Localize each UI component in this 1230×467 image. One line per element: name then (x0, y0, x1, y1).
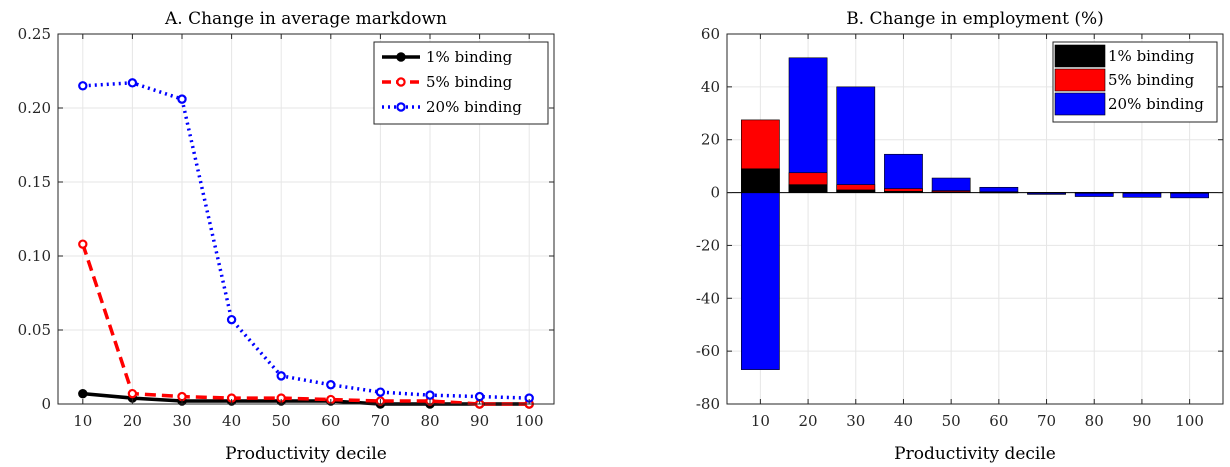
ticks-b: 10 20 30 40 50 60 70 80 90 100 -80 -60 -40 -20 0 20 40 60 (696, 25, 1223, 430)
data-point-a (127, 388, 138, 399)
legend-label-b: 1% binding (1108, 47, 1195, 65)
tick-label-x-b: 90 (1132, 412, 1151, 430)
tick-label-x-a: 90 (470, 412, 489, 430)
tick-label-x-b: 20 (799, 412, 818, 430)
legend-label-a: 20% binding (426, 98, 522, 116)
chart-panel-b: 10 20 30 40 50 60 70 80 90 100 -80 -60 -40 -20 0 20 40 60… (696, 9, 1224, 464)
tick-label-y-a: 0.25 (18, 25, 51, 43)
tick-label-x-a: 10 (73, 412, 92, 430)
legend-swatch-b (1054, 44, 1106, 68)
series-line-a (82, 81, 530, 400)
tick-label-x-a: 30 (172, 412, 191, 430)
bar (931, 177, 971, 193)
tick-label-y-a: 0.05 (18, 321, 51, 339)
chart-panel-a: 10 20 30 40 50 60 70 80 90 100 0 0.05 0.10 0.15 0.20 0.… (18, 9, 555, 464)
legend-swatch-b (1054, 92, 1106, 116)
tick-label-y-b: -80 (696, 395, 720, 413)
bar (884, 153, 923, 193)
tick-label-x-a: 70 (371, 412, 390, 430)
tick-label-y-a: 0.20 (18, 99, 51, 117)
tick-label-x-b: 70 (1037, 412, 1056, 430)
tick-label-x-a: 80 (420, 412, 439, 430)
bar (788, 184, 828, 193)
legend-label-a: 1% binding (426, 48, 513, 66)
tick-label-x-b: 100 (1175, 412, 1204, 430)
legend-label-a: 5% binding (426, 73, 513, 91)
data-point-a (226, 314, 237, 325)
data-point-a (425, 390, 435, 400)
tick-label-y-b: 0 (710, 184, 720, 202)
legend-marker-a (396, 77, 406, 87)
title-b: B. Change in employment (%) (846, 9, 1104, 29)
xlabel-a: Productivity decile (225, 444, 387, 464)
series-group-b (741, 57, 1209, 370)
legend-label-b: 5% binding (1108, 71, 1195, 89)
tick-label-x-b: 40 (894, 412, 913, 430)
data-point-a (326, 380, 336, 390)
tick-label-x-a: 40 (222, 412, 241, 430)
tick-label-y-a: 0 (41, 395, 51, 413)
bar (788, 57, 828, 193)
tick-label-x-b: 50 (942, 412, 961, 430)
legend-marker-a (396, 52, 406, 62)
xlabel-b: Productivity decile (894, 444, 1056, 464)
tick-label-x-b: 30 (846, 412, 865, 430)
tick-label-y-b: -40 (696, 289, 720, 307)
tick-label-x-b: 60 (989, 412, 1008, 430)
axes-box-b (726, 33, 1224, 405)
tick-label-y-b: 40 (701, 78, 720, 96)
tick-label-y-b: -20 (696, 236, 720, 254)
tick-label-y-b: -60 (696, 342, 720, 360)
tick-label-x-b: 80 (1085, 412, 1104, 430)
tick-label-x-b: 10 (751, 412, 770, 430)
legend-marker-a (396, 102, 406, 112)
tick-label-y-a: 0.15 (18, 173, 51, 191)
tick-label-y-b: 60 (701, 25, 720, 43)
tick-label-x-a: 60 (321, 412, 340, 430)
legend-swatch-b (1054, 68, 1106, 92)
data-point-a (375, 387, 386, 397)
data-point-a (127, 78, 138, 88)
legend-b: 1% binding 5% binding 20% binding (1052, 41, 1218, 123)
tick-label-x-a: 100 (515, 412, 544, 430)
data-point-a (78, 81, 88, 91)
bar (741, 192, 780, 370)
data-point-a (78, 388, 88, 399)
data-point-a (177, 94, 187, 104)
legend-label-b: 20% binding (1108, 95, 1204, 113)
series-line-a (81, 243, 530, 406)
bar (836, 86, 876, 193)
axes-box-a (57, 33, 555, 405)
ticks-a: 10 20 30 40 50 60 70 80 90 100 0 0.05 0.10 0.15 0.20 0.… (18, 25, 554, 430)
bar (741, 168, 780, 193)
title-a: A. Change in average markdown (164, 9, 447, 29)
tick-label-y-b: 20 (701, 131, 720, 149)
data-point-a (78, 239, 88, 249)
data-point-a (276, 371, 286, 381)
tick-label-x-a: 50 (272, 412, 291, 430)
legend-a: 1% binding 5% binding 20% binding (373, 41, 549, 125)
series-group-a (78, 78, 534, 409)
tick-label-y-a: 0.10 (18, 247, 51, 265)
tick-label-x-a: 20 (123, 412, 142, 430)
